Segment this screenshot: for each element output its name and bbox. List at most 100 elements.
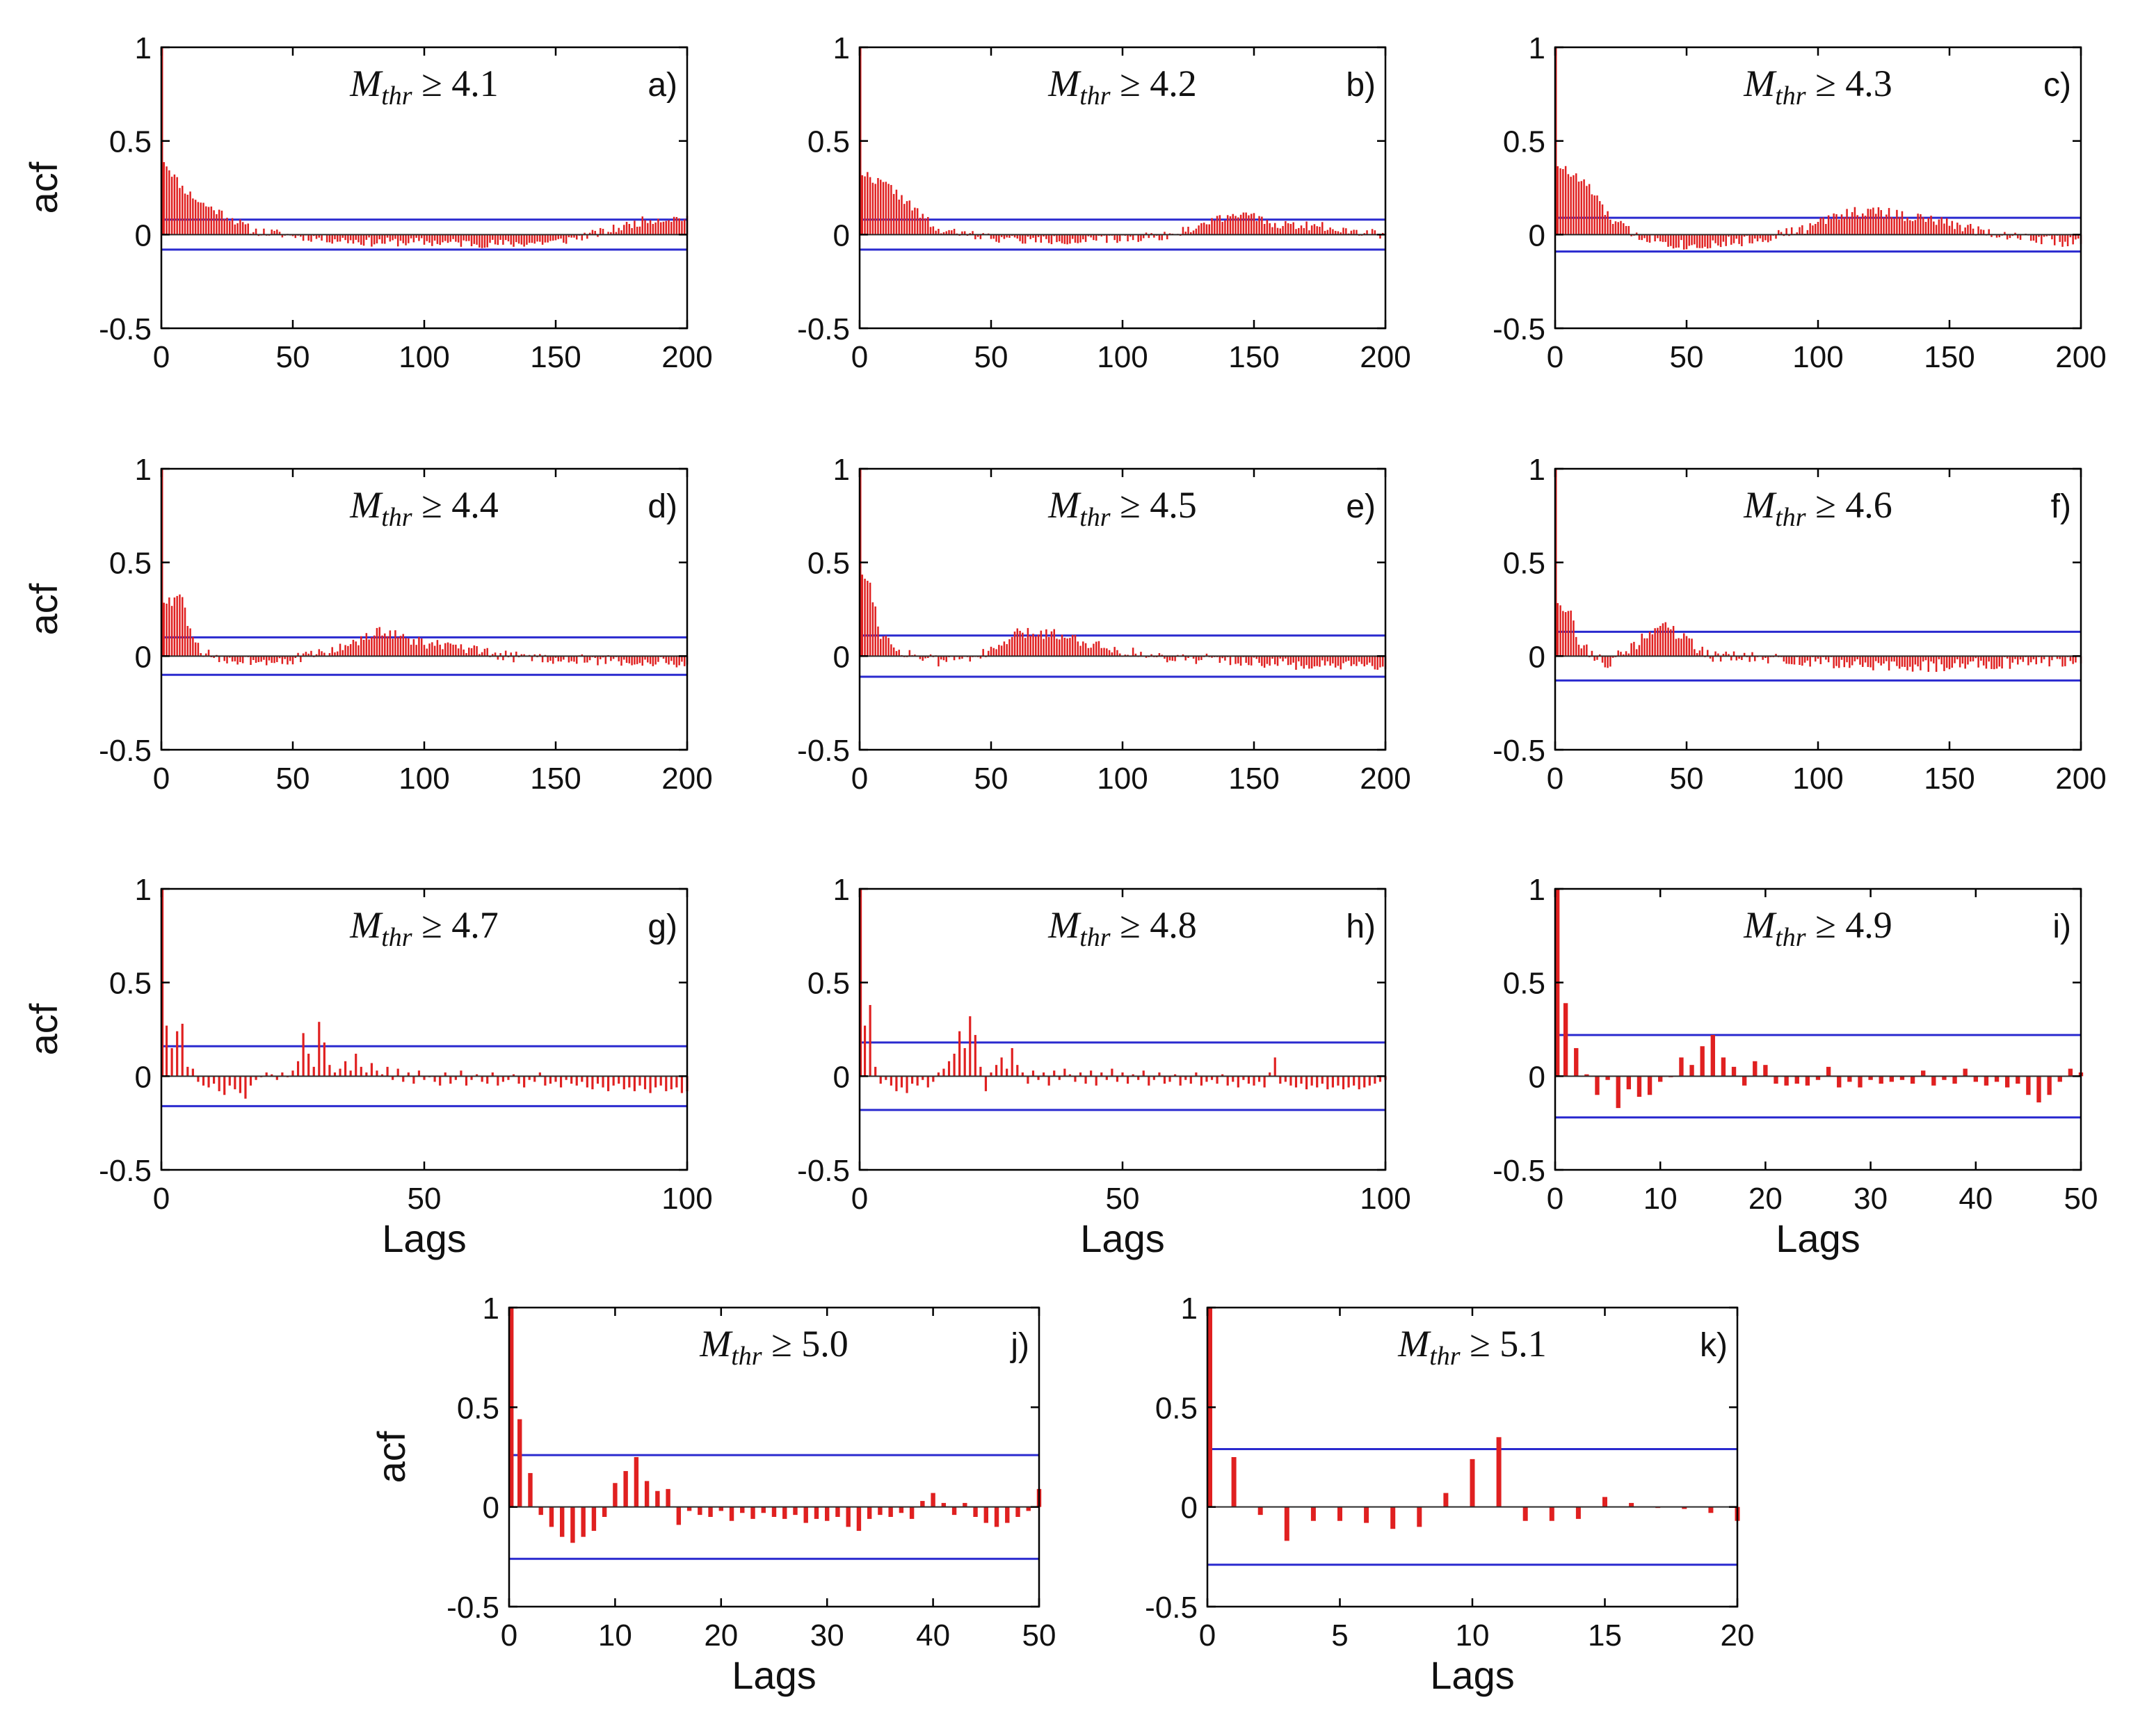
acf-bar (1205, 653, 1208, 657)
acf-bar (992, 648, 995, 657)
acf-bar (922, 1076, 924, 1080)
acf-bar (1998, 656, 2001, 667)
acf-bar (1964, 656, 1966, 669)
acf-bar (620, 656, 622, 666)
acf-bar (1145, 656, 1148, 658)
acf-bar (1602, 1497, 1607, 1507)
acf-bar (378, 627, 380, 657)
acf-bar (355, 641, 357, 657)
acf-bar (1793, 656, 1796, 665)
acf-bar (1232, 214, 1235, 235)
acf-bar (1874, 214, 1877, 235)
acf-bar (1593, 656, 1595, 661)
acf-bar (1982, 230, 1985, 235)
acf-bar (2056, 656, 2059, 659)
acf-bar (1153, 234, 1155, 238)
acf-bar (368, 234, 370, 238)
acf-bar (945, 656, 947, 662)
acf-bar (428, 643, 431, 657)
acf-bar (412, 1076, 415, 1084)
acf-bar (874, 606, 876, 657)
acf-bar (1940, 656, 1943, 665)
acf-bar (415, 645, 417, 657)
acf-bar (602, 1506, 607, 1517)
acf-bar (1698, 650, 1701, 657)
acf-bar (1562, 169, 1564, 235)
acf-bar (1011, 1047, 1013, 1077)
acf-bar (584, 656, 586, 663)
acf-bar (1368, 1076, 1371, 1086)
acf-bar (1620, 220, 1622, 235)
acf-bar (541, 234, 544, 245)
acf-bar (990, 646, 992, 657)
y-axis-title: acf (22, 1003, 65, 1055)
acf-bar (670, 1076, 673, 1090)
acf-bar (276, 656, 278, 662)
y-tick-label: 0 (483, 1491, 499, 1525)
acf-bar (1310, 656, 1313, 669)
acf-bar (528, 234, 531, 243)
acf-bar (1835, 214, 1838, 235)
acf-bar (1376, 656, 1378, 670)
acf-bar (1126, 1076, 1129, 1084)
acf-bar (708, 1506, 713, 1517)
acf-bar (1022, 632, 1024, 657)
acf-bar (2022, 656, 2025, 662)
acf-bar (1775, 234, 1777, 239)
acf-bar (1890, 656, 1893, 662)
acf-bar (1601, 656, 1604, 663)
acf-bar (1342, 227, 1344, 235)
y-tick-label: -0.5 (797, 1154, 850, 1188)
acf-bar (644, 656, 646, 660)
acf-bar (892, 647, 895, 657)
acf-bar (610, 232, 612, 235)
acf-bar (1305, 1076, 1308, 1090)
acf-bar (1152, 1076, 1155, 1080)
x-tick-label: 50 (974, 340, 1008, 374)
panel-letter: d) (648, 488, 677, 525)
acf-bar (1605, 1076, 1610, 1080)
acf-bar (1991, 656, 1993, 669)
acf-bar (408, 234, 410, 243)
acf-bar (1000, 1057, 1003, 1077)
acf-bar (2057, 1076, 2062, 1082)
acf-bar (481, 652, 483, 657)
axes-frame (508, 1306, 1040, 1608)
acf-bar (168, 170, 170, 235)
acf-bar (1735, 656, 1738, 661)
x-tick-label: 150 (530, 340, 581, 374)
acf-bar (457, 234, 460, 243)
acf-bar (1077, 641, 1079, 657)
acf-bar (515, 234, 517, 243)
acf-bar (1056, 638, 1058, 657)
acf-bar (179, 188, 181, 235)
acf-bar (1586, 186, 1588, 235)
threshold-subscript: thr (731, 1342, 762, 1371)
acf-bar (213, 210, 215, 235)
acf-bar (1190, 232, 1192, 235)
acf-bar (1596, 195, 1598, 235)
acf-bar (536, 234, 538, 242)
acf-bar (1255, 656, 1258, 659)
acf-bar (433, 1076, 436, 1082)
acf-bar (969, 656, 972, 662)
acf-bar (2014, 656, 2016, 659)
panel-letter: e) (1346, 488, 1376, 525)
acf-bar (483, 234, 486, 248)
acf-bar (1332, 229, 1334, 235)
y-tick-label: 1 (1181, 1292, 1198, 1326)
acf-bar (888, 1506, 893, 1517)
acf-bar (1214, 220, 1216, 235)
acf-bar (953, 228, 956, 235)
acf-bar (1116, 650, 1118, 657)
acf-bar (1837, 1076, 1842, 1088)
acf-bar (1097, 641, 1100, 657)
acf-bar (1300, 225, 1303, 235)
acf-bar (1738, 656, 1740, 659)
acf-bar (1961, 656, 1964, 664)
acf-bar (1685, 234, 1688, 250)
acf-bar (1762, 656, 1764, 660)
acf-bar (2053, 234, 2056, 246)
acf-bar (405, 638, 407, 657)
acf-bar (1948, 656, 1951, 670)
